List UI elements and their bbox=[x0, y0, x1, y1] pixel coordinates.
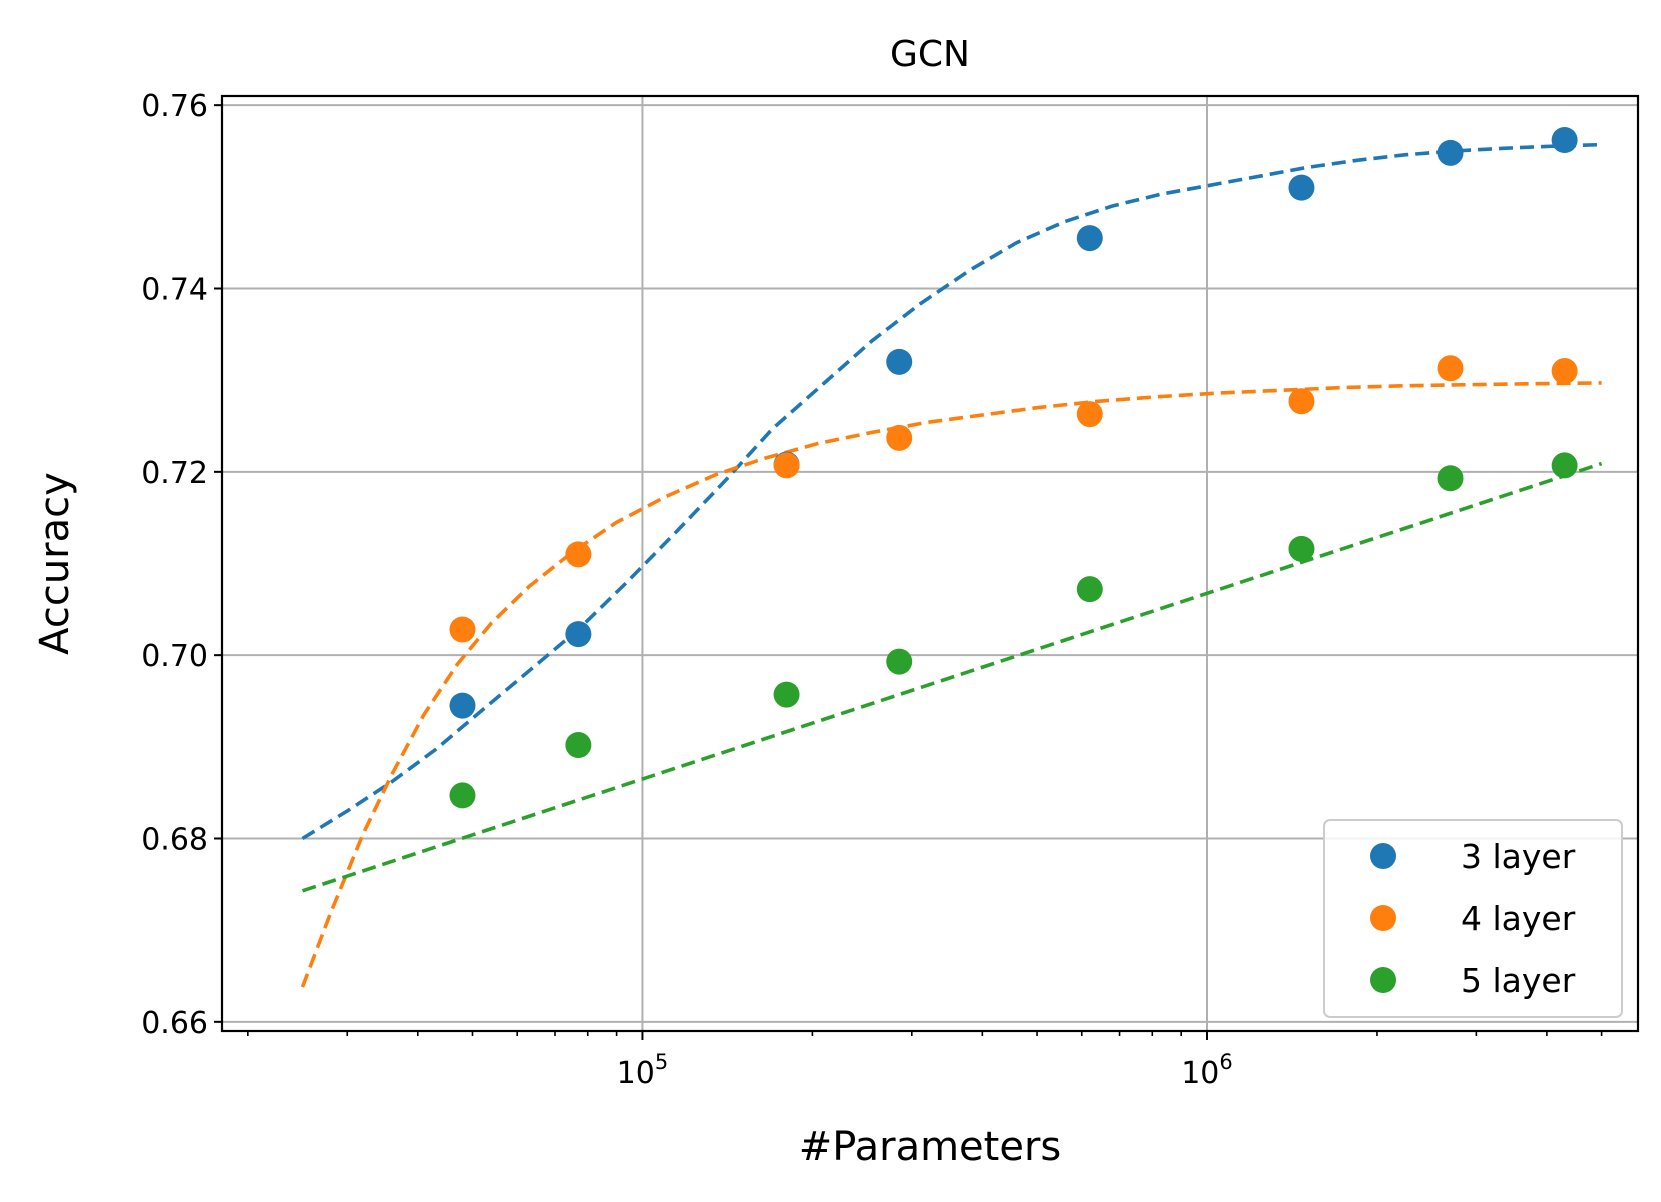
legend: 3 layer 4 layer 5 layer bbox=[1323, 819, 1623, 1018]
legend-label: 4 layer bbox=[1461, 899, 1576, 938]
data-point bbox=[565, 621, 592, 648]
data-point bbox=[449, 616, 476, 643]
data-point bbox=[1076, 576, 1103, 603]
x-tick-labels: 105 106 bbox=[617, 1050, 1233, 1091]
y-tick-label: 0.74 bbox=[141, 273, 208, 308]
x-axis-title: #Parameters bbox=[799, 1124, 1061, 1170]
fit-line bbox=[300, 381, 1602, 988]
plot-frame bbox=[220, 94, 1640, 1033]
data-point bbox=[773, 681, 800, 708]
legend-label: 3 layer bbox=[1461, 837, 1576, 876]
x-tick-label-exponent: 5 bbox=[655, 1050, 668, 1074]
data-point bbox=[886, 424, 913, 451]
y-tick-label: 0.68 bbox=[141, 823, 208, 858]
data-point bbox=[449, 692, 476, 719]
legend-marker bbox=[1370, 967, 1396, 993]
data-point bbox=[1288, 535, 1315, 562]
chart-title: GCN bbox=[890, 34, 970, 75]
fit-line bbox=[301, 142, 1602, 841]
data-point bbox=[1288, 388, 1315, 415]
data-point bbox=[1076, 225, 1103, 252]
x-tick-label: 106 bbox=[1181, 1050, 1233, 1091]
data-point bbox=[565, 732, 592, 758]
x-tick-label-base: 10 bbox=[617, 1056, 655, 1091]
data-point bbox=[1076, 401, 1103, 428]
data-point bbox=[773, 452, 800, 479]
data-point bbox=[449, 782, 476, 809]
data-point bbox=[1437, 139, 1464, 166]
data-point bbox=[1551, 127, 1578, 153]
data-point bbox=[886, 648, 913, 675]
legend-marker bbox=[1370, 905, 1396, 931]
data-point bbox=[1551, 358, 1578, 384]
y-tick-label: 0.66 bbox=[141, 1006, 208, 1041]
y-tick-label: 0.72 bbox=[141, 456, 208, 491]
fit-line bbox=[301, 461, 1603, 893]
tick-marks bbox=[214, 104, 1603, 1040]
fit-lines bbox=[300, 142, 1603, 988]
y-tick-label: 0.76 bbox=[141, 89, 208, 124]
y-axis-title: Accuracy bbox=[32, 472, 78, 655]
data-point bbox=[1437, 465, 1464, 492]
data-point bbox=[1551, 452, 1578, 479]
data-point bbox=[886, 348, 913, 375]
data-points bbox=[449, 127, 1578, 809]
legend-marker bbox=[1370, 843, 1396, 869]
x-tick-label: 105 bbox=[617, 1050, 669, 1091]
y-tick-labels: 0.66 0.68 0.70 0.72 0.74 0.76 bbox=[141, 89, 208, 1041]
legend-label: 5 layer bbox=[1461, 961, 1576, 1000]
y-tick-label: 0.70 bbox=[141, 639, 208, 674]
grid bbox=[222, 96, 1638, 1031]
x-tick-label-base: 10 bbox=[1181, 1056, 1219, 1091]
data-point bbox=[1437, 355, 1464, 382]
data-point bbox=[565, 541, 592, 568]
data-point bbox=[1288, 174, 1315, 201]
x-tick-label-exponent: 6 bbox=[1219, 1050, 1232, 1074]
legend-box bbox=[1323, 819, 1623, 1018]
